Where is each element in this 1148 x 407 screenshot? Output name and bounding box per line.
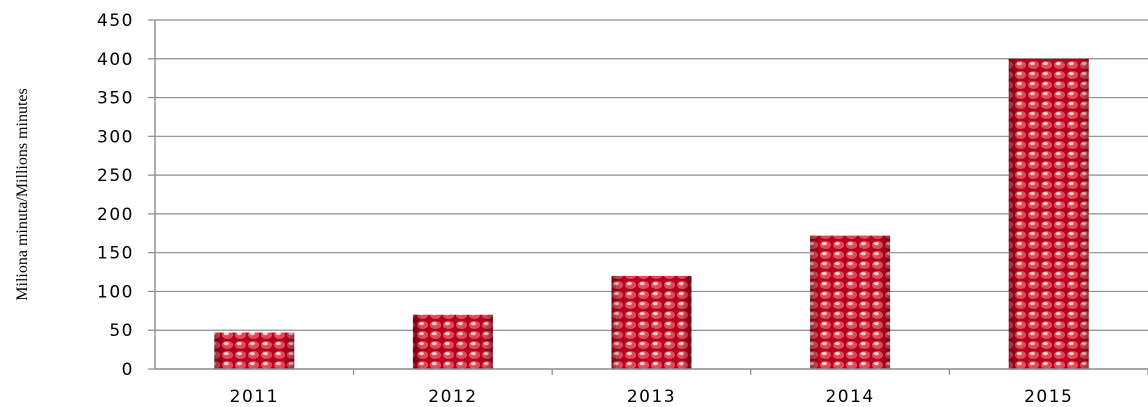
bar-2015	[1008, 58, 1089, 370]
y-tick-label: 150	[97, 244, 134, 264]
y-tick-label: 350	[97, 89, 134, 109]
y-tick-label: 300	[97, 127, 134, 147]
bar-2011	[214, 332, 295, 369]
y-tick-label: 200	[97, 205, 134, 225]
bar-shading	[1008, 58, 1089, 370]
y-tick-label: 0	[122, 360, 134, 380]
y-tick-label: 450	[97, 11, 134, 31]
y-tick-label: 400	[97, 50, 134, 70]
x-tick-label: 2015	[1024, 387, 1073, 407]
bars	[214, 58, 1089, 370]
y-axis-label: Miliona minuta/Millions minutes	[14, 88, 31, 300]
bar-shading	[412, 314, 493, 369]
gridlines	[148, 19, 1148, 370]
x-tick-label: 2011	[230, 387, 279, 407]
x-tick-label: 2012	[428, 387, 477, 407]
x-tick-labels: 2011 2012 2013 2014 2015	[230, 369, 1148, 407]
y-tick-label: 100	[97, 282, 134, 302]
y-tick-label: 50	[109, 321, 134, 341]
bar-2012	[412, 314, 493, 369]
bar-shading	[611, 275, 692, 369]
bar-shading	[810, 235, 891, 369]
bar-2014	[810, 235, 891, 369]
y-tick-labels: 0 50 100 150 200 250 300 350 400 450	[97, 11, 134, 380]
x-tick-label: 2014	[825, 387, 874, 407]
y-tick-label: 250	[97, 166, 134, 186]
bar-2013	[611, 275, 692, 369]
axes	[154, 20, 1148, 370]
x-tick-label: 2013	[627, 387, 676, 407]
bar-shading	[214, 332, 295, 369]
